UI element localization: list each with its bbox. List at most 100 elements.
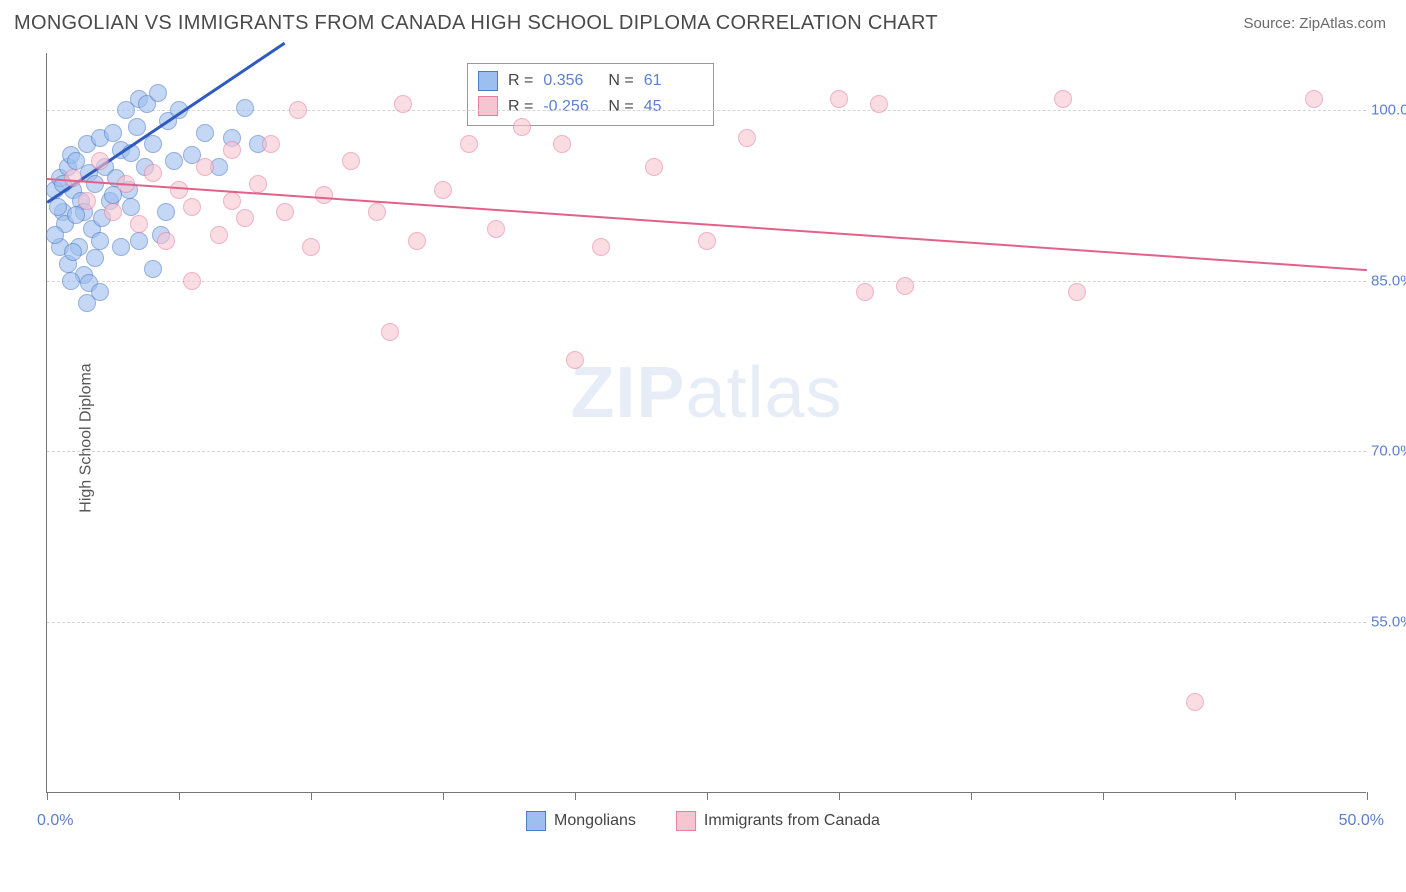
chart-container: High School Diploma ZIPatlas R =0.356N =… xyxy=(0,43,1406,833)
scatter-point xyxy=(487,220,505,238)
scatter-point xyxy=(460,135,478,153)
y-tick-label: 55.0% xyxy=(1371,614,1406,631)
n-value: 45 xyxy=(644,94,699,120)
scatter-point xyxy=(738,129,756,147)
scatter-point xyxy=(165,152,183,170)
scatter-point xyxy=(183,198,201,216)
x-tick xyxy=(839,792,840,800)
scatter-point xyxy=(78,192,96,210)
scatter-point xyxy=(896,277,914,295)
n-label: N = xyxy=(608,68,633,94)
scatter-point xyxy=(86,249,104,267)
scatter-point xyxy=(91,152,109,170)
y-tick-label: 70.0% xyxy=(1371,443,1406,460)
legend-swatch xyxy=(526,811,546,831)
scatter-point xyxy=(302,238,320,256)
scatter-point xyxy=(91,232,109,250)
scatter-point xyxy=(130,215,148,233)
scatter-point xyxy=(104,203,122,221)
scatter-point xyxy=(1305,90,1323,108)
correlation-stats-box: R = 0.356 N = 61 R = -0.256 N = 45 xyxy=(467,63,714,126)
scatter-point xyxy=(130,232,148,250)
scatter-point xyxy=(64,169,82,187)
x-tick xyxy=(971,792,972,800)
r-value: 0.356 xyxy=(543,68,598,94)
y-tick-label: 85.0% xyxy=(1371,272,1406,289)
x-tick xyxy=(707,792,708,800)
x-tick xyxy=(575,792,576,800)
scatter-point xyxy=(128,118,146,136)
scatter-point xyxy=(104,124,122,142)
scatter-point xyxy=(157,203,175,221)
scatter-point xyxy=(276,203,294,221)
x-tick xyxy=(443,792,444,800)
y-tick-label: 100.0% xyxy=(1371,101,1406,118)
legend-swatch xyxy=(478,71,498,91)
x-axis-max-label: 50.0% xyxy=(1339,812,1384,830)
scatter-point xyxy=(513,118,531,136)
scatter-point xyxy=(553,135,571,153)
scatter-point xyxy=(342,152,360,170)
scatter-point xyxy=(262,135,280,153)
scatter-point xyxy=(315,186,333,204)
scatter-point xyxy=(46,226,64,244)
scatter-point xyxy=(157,232,175,250)
x-axis-min-label: 0.0% xyxy=(37,812,73,830)
x-tick xyxy=(1367,792,1368,800)
scatter-point xyxy=(112,238,130,256)
scatter-point xyxy=(144,164,162,182)
scatter-point xyxy=(698,232,716,250)
x-tick xyxy=(1235,792,1236,800)
scatter-point xyxy=(1054,90,1072,108)
chart-source: Source: ZipAtlas.com xyxy=(1243,15,1386,32)
scatter-point xyxy=(149,84,167,102)
legend-item: Immigrants from Canada xyxy=(676,811,880,831)
scatter-point xyxy=(408,232,426,250)
scatter-point xyxy=(1186,693,1204,711)
scatter-point xyxy=(236,99,254,117)
stats-row: R = -0.256 N = 45 xyxy=(478,94,699,120)
plot-area: ZIPatlas R =0.356N =61R =-0.256N =45 0.0… xyxy=(46,53,1366,793)
x-tick xyxy=(311,792,312,800)
scatter-point xyxy=(183,272,201,290)
legend-swatch xyxy=(478,96,498,116)
n-value: 61 xyxy=(644,68,699,94)
scatter-point xyxy=(381,323,399,341)
r-label: R = xyxy=(508,94,533,120)
scatter-point xyxy=(236,209,254,227)
x-tick xyxy=(1103,792,1104,800)
scatter-point xyxy=(196,158,214,176)
legend-swatch xyxy=(676,811,696,831)
gridline xyxy=(47,281,1366,282)
x-tick xyxy=(179,792,180,800)
scatter-point xyxy=(1068,283,1086,301)
scatter-point xyxy=(122,198,140,216)
x-tick xyxy=(47,792,48,800)
chart-header: MONGOLIAN VS IMMIGRANTS FROM CANADA HIGH… xyxy=(0,0,1406,43)
scatter-point xyxy=(62,272,80,290)
gridline xyxy=(47,622,1366,623)
n-label: N = xyxy=(608,94,633,120)
legend-item: Mongolians xyxy=(526,811,636,831)
scatter-point xyxy=(144,260,162,278)
scatter-point xyxy=(870,95,888,113)
chart-title: MONGOLIAN VS IMMIGRANTS FROM CANADA HIGH… xyxy=(14,12,938,35)
r-label: R = xyxy=(508,68,533,94)
watermark-light: atlas xyxy=(685,353,842,433)
scatter-point xyxy=(91,283,109,301)
scatter-point xyxy=(592,238,610,256)
legend-label: Immigrants from Canada xyxy=(704,812,880,830)
scatter-point xyxy=(223,192,241,210)
scatter-point xyxy=(645,158,663,176)
watermark: ZIPatlas xyxy=(570,352,842,434)
scatter-point xyxy=(249,175,267,193)
series-legend: Mongolians Immigrants from Canada xyxy=(526,811,880,831)
scatter-point xyxy=(210,226,228,244)
scatter-point xyxy=(368,203,386,221)
r-value: -0.256 xyxy=(543,94,598,120)
scatter-point xyxy=(830,90,848,108)
legend-label: Mongolians xyxy=(554,812,636,830)
scatter-point xyxy=(289,101,307,119)
scatter-point xyxy=(223,141,241,159)
scatter-point xyxy=(144,135,162,153)
